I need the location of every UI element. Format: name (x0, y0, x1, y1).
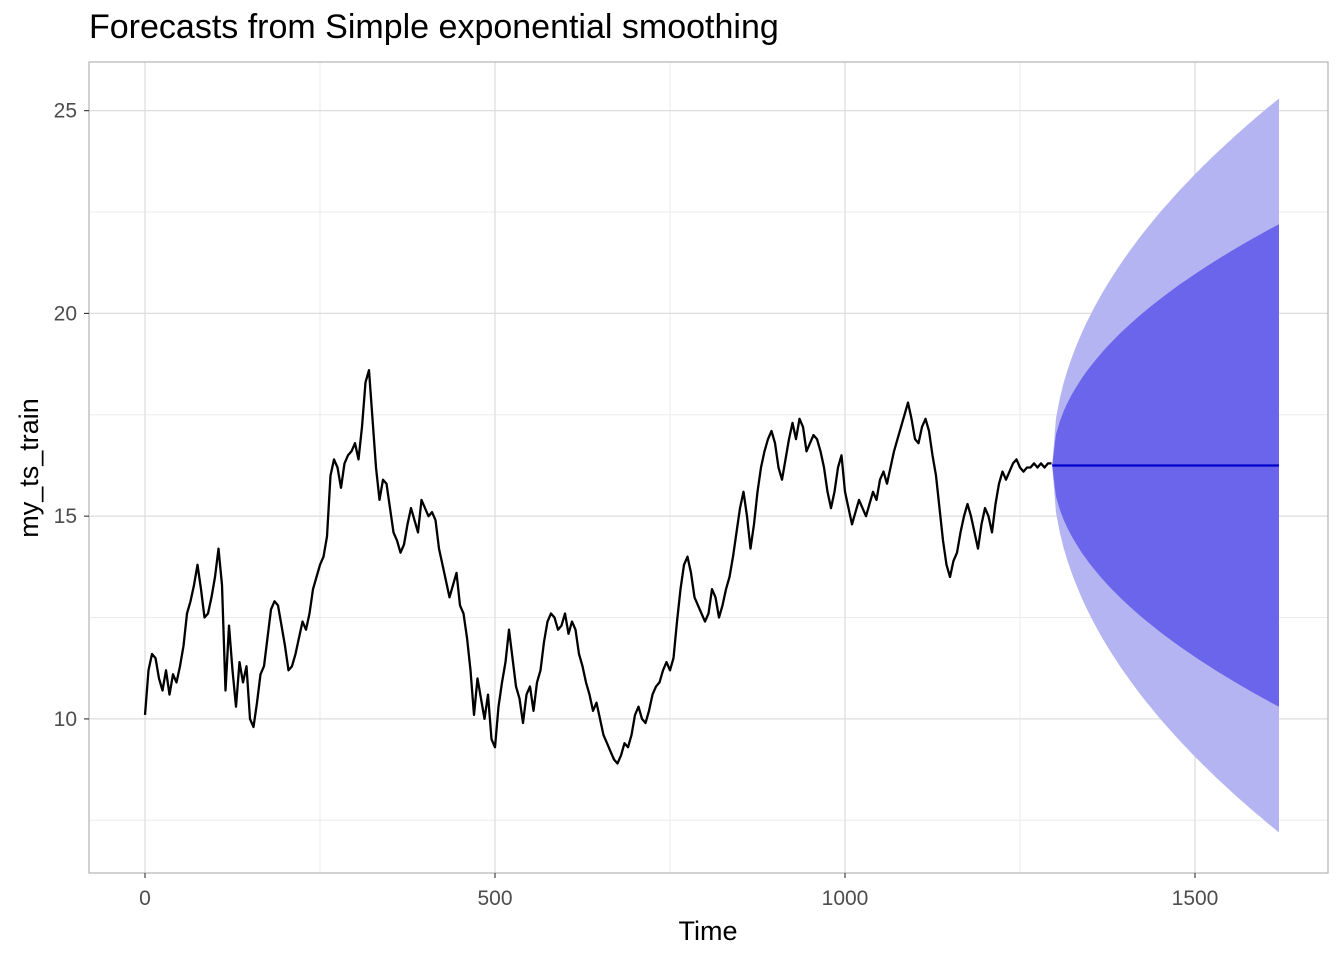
plot-panel-border (88, 61, 1329, 874)
y-tick-label: 10 (54, 708, 77, 731)
y-tick-label: 25 (54, 100, 77, 123)
y-tick-label: 15 (54, 505, 77, 528)
y-tick-label: 20 (54, 302, 77, 325)
x-tick-label: 0 (139, 887, 151, 910)
x-axis-title: Time (679, 916, 738, 946)
series-lines (143, 369, 1279, 765)
y-axis-ticks: 10 15 20 25 (54, 100, 89, 731)
x-axis-ticks: 0 500 1000 1500 (139, 873, 1218, 910)
chart-title: Forecasts from Simple exponential smooth… (89, 8, 779, 46)
x-tick-label: 1500 (1172, 887, 1219, 910)
x-tick-label: 500 (477, 887, 512, 910)
y-axis-title: my_ts_train (14, 398, 44, 538)
x-tick-label: 1000 (822, 887, 869, 910)
history-line (143, 369, 1052, 765)
